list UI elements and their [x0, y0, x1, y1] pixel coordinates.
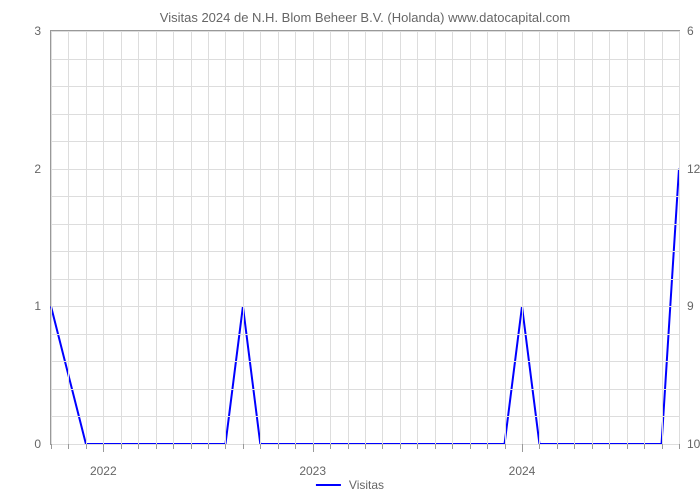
x-tick-minor	[609, 444, 610, 449]
y-axis-label-right: 9	[687, 299, 694, 313]
legend-line	[316, 484, 341, 486]
x-tick-minor	[260, 444, 261, 449]
grid-line-v	[557, 31, 558, 444]
grid-line-v	[679, 31, 680, 444]
grid-line-v	[313, 31, 314, 444]
legend: Visitas	[316, 478, 384, 492]
x-tick-minor	[278, 444, 279, 449]
x-axis-label: 2022	[90, 464, 117, 478]
grid-line-v	[505, 31, 506, 444]
grid-line-v	[225, 31, 226, 444]
x-tick-minor	[400, 444, 401, 449]
grid-line-v	[138, 31, 139, 444]
x-tick-minor	[51, 444, 52, 449]
x-axis-label: 2023	[299, 464, 326, 478]
x-tick-major	[522, 444, 523, 452]
x-tick-minor	[243, 444, 244, 449]
grid-line-v	[173, 31, 174, 444]
x-axis-label: 2024	[509, 464, 536, 478]
x-tick-minor	[156, 444, 157, 449]
y-axis-label-right: 12	[687, 162, 700, 176]
grid-line-v	[382, 31, 383, 444]
y-axis-label: 3	[34, 24, 41, 38]
x-tick-minor	[662, 444, 663, 449]
grid-line-v	[330, 31, 331, 444]
x-tick-minor	[121, 444, 122, 449]
legend-label: Visitas	[349, 478, 384, 492]
y-axis-label: 1	[34, 299, 41, 313]
y-axis-label-right: 6	[687, 24, 694, 38]
grid-line-v	[644, 31, 645, 444]
x-tick-minor	[348, 444, 349, 449]
grid-line-v	[365, 31, 366, 444]
grid-line-v	[295, 31, 296, 444]
grid-line-v	[51, 31, 52, 444]
x-tick-minor	[86, 444, 87, 449]
grid-line-v	[435, 31, 436, 444]
chart-title: Visitas 2024 de N.H. Blom Beheer B.V. (H…	[50, 10, 680, 25]
x-tick-minor	[487, 444, 488, 449]
grid-line-v	[191, 31, 192, 444]
x-tick-minor	[592, 444, 593, 449]
grid-line-v	[522, 31, 523, 444]
grid-line-v	[417, 31, 418, 444]
x-tick-minor	[505, 444, 506, 449]
grid-line-v	[348, 31, 349, 444]
x-tick-minor	[574, 444, 575, 449]
x-tick-minor	[417, 444, 418, 449]
grid-line-v	[103, 31, 104, 444]
grid-line-v	[260, 31, 261, 444]
grid-line-v	[662, 31, 663, 444]
x-tick-minor	[68, 444, 69, 449]
grid-line-v	[452, 31, 453, 444]
x-tick-minor	[627, 444, 628, 449]
x-tick-minor	[435, 444, 436, 449]
x-tick-minor	[539, 444, 540, 449]
x-tick-minor	[557, 444, 558, 449]
x-tick-minor	[644, 444, 645, 449]
grid-line-v	[278, 31, 279, 444]
grid-line-v	[156, 31, 157, 444]
x-tick-minor	[191, 444, 192, 449]
y-axis-label: 2	[34, 162, 41, 176]
x-tick-major	[103, 444, 104, 452]
grid-line-v	[243, 31, 244, 444]
x-tick-minor	[452, 444, 453, 449]
x-tick-minor	[208, 444, 209, 449]
grid-line-v	[539, 31, 540, 444]
x-tick-minor	[330, 444, 331, 449]
y-axis-label-right: 10	[687, 437, 700, 451]
grid-line-v	[68, 31, 69, 444]
x-tick-minor	[382, 444, 383, 449]
grid-line-v	[574, 31, 575, 444]
x-tick-minor	[225, 444, 226, 449]
x-tick-minor	[295, 444, 296, 449]
grid-line-v	[208, 31, 209, 444]
x-tick-minor	[138, 444, 139, 449]
grid-line-v	[86, 31, 87, 444]
x-tick-minor	[365, 444, 366, 449]
x-tick-minor	[679, 444, 680, 449]
grid-line-v	[470, 31, 471, 444]
y-axis-label: 0	[34, 437, 41, 451]
chart-container: Visitas 2024 de N.H. Blom Beheer B.V. (H…	[50, 10, 680, 450]
grid-line-v	[609, 31, 610, 444]
grid-line-v	[121, 31, 122, 444]
x-tick-major	[313, 444, 314, 452]
grid-line-v	[487, 31, 488, 444]
x-tick-minor	[173, 444, 174, 449]
grid-line-v	[400, 31, 401, 444]
grid-line-v	[592, 31, 593, 444]
grid-line-v	[627, 31, 628, 444]
plot-area: 0123109126202220232024	[50, 30, 680, 445]
x-tick-minor	[470, 444, 471, 449]
